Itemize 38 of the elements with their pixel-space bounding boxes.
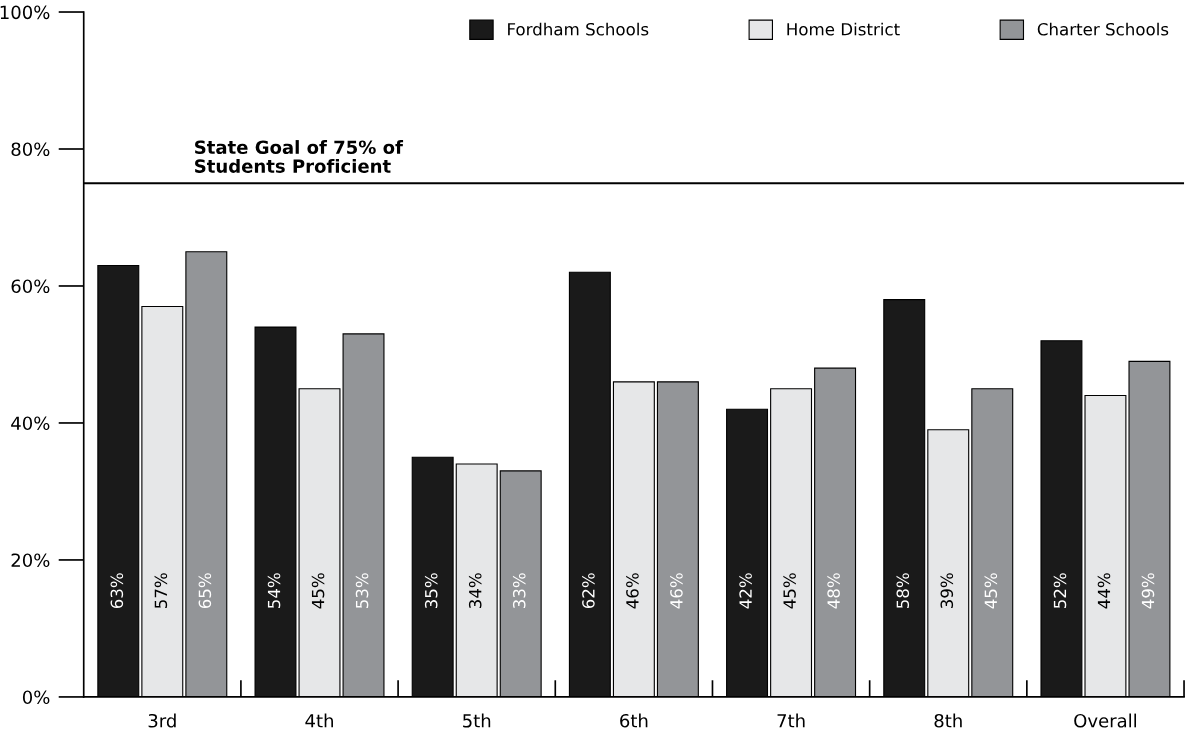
data-label: 45%: [984, 573, 998, 609]
data-label: 65%: [198, 573, 212, 609]
data-label: 42%: [739, 573, 752, 609]
data-label: 44%: [1097, 573, 1111, 609]
y-tick-label: 0%: [22, 690, 50, 705]
data-label: 49%: [1141, 573, 1155, 609]
ref-line-label: State Goal of 75% of Students Proficient: [195, 140, 404, 173]
data-label: 35%: [424, 573, 438, 609]
data-label: 34%: [468, 573, 482, 609]
data-label: 48%: [827, 573, 840, 609]
y-tick-label: 100%: [0, 5, 50, 20]
x-tick-label: 4th: [305, 713, 333, 728]
x-tick-label: 5th: [463, 713, 491, 728]
data-label: 39%: [940, 573, 954, 609]
x-tick-label: 8th: [934, 713, 962, 728]
data-label: 46%: [626, 573, 639, 609]
x-tick-label: 7th: [777, 713, 805, 728]
y-tick-label: 40%: [11, 416, 50, 431]
legend-label: Home District: [787, 22, 900, 36]
data-label: 63%: [110, 573, 124, 609]
data-label: 33%: [512, 573, 526, 609]
data-label: 54%: [267, 573, 281, 608]
data-label: 62%: [582, 573, 595, 609]
y-tick-label: 60%: [11, 279, 50, 294]
legend-label: Charter Schools: [1037, 22, 1169, 36]
x-tick-label: 3rd: [148, 713, 176, 728]
data-label: 52%: [1053, 573, 1067, 608]
data-label: 53%: [355, 573, 369, 608]
data-label: 45%: [783, 573, 796, 609]
x-tick-label: Overall: [1074, 713, 1137, 728]
data-label: 46%: [670, 573, 683, 609]
legend-label: Fordham Schools: [508, 22, 649, 36]
x-tick-label: 6th: [620, 713, 648, 728]
y-tick-label: 20%: [11, 553, 50, 568]
y-tick-label: 80%: [11, 142, 50, 157]
data-label: 57%: [154, 573, 168, 608]
data-label: 45%: [311, 573, 325, 609]
data-label: 58%: [896, 573, 910, 608]
